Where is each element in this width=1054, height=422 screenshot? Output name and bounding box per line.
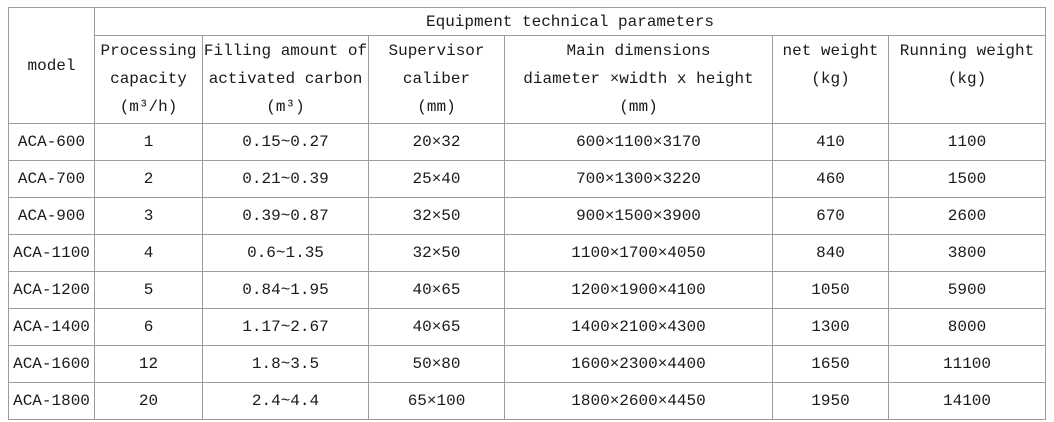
cell-filling: 0.15~0.27 [202, 123, 369, 161]
cell-filling: 1.8~3.5 [202, 345, 369, 383]
cell-dimensions: 1800×2600×4450 [504, 382, 773, 420]
cell-caliber: 65×100 [368, 382, 505, 420]
cell-dimensions: 1600×2300×4400 [504, 345, 773, 383]
cell-capacity: 6 [94, 308, 203, 346]
cell-filling: 2.4~4.4 [202, 382, 369, 420]
table-row: ACA-1600 12 1.8~3.5 50×80 1600×2300×4400… [8, 345, 1047, 383]
cell-caliber: 40×65 [368, 308, 505, 346]
header-cell-model: model [8, 7, 95, 124]
cell-caliber: 40×65 [368, 271, 505, 309]
cell-net-weight: 410 [772, 123, 889, 161]
cell-capacity: 3 [94, 197, 203, 235]
cell-dimensions: 600×1100×3170 [504, 123, 773, 161]
header-cell-supervisor-caliber: Supervisor caliber (mm) [368, 35, 505, 124]
cell-running-weight: 11100 [887, 345, 1047, 383]
table-row: ACA-700 2 0.21~0.39 25×40 700×1300×3220 … [8, 160, 1047, 198]
cell-filling: 0.39~0.87 [202, 197, 369, 235]
table-row: ACA-600 1 0.15~0.27 20×32 600×1100×3170 … [8, 123, 1047, 161]
cell-net-weight: 670 [772, 197, 889, 235]
cell-model: ACA-1100 [8, 234, 95, 272]
header-cell-processing-capacity: Processing capacity (m³/h) [94, 35, 203, 124]
table-row: ACA-1800 20 2.4~4.4 65×100 1800×2600×445… [8, 382, 1047, 420]
cell-model: ACA-1800 [8, 382, 95, 420]
cell-model: ACA-900 [8, 197, 95, 235]
cell-running-weight: 3800 [887, 234, 1047, 272]
cell-running-weight: 1100 [887, 123, 1047, 161]
cell-capacity: 1 [94, 123, 203, 161]
cell-caliber: 20×32 [368, 123, 505, 161]
cell-net-weight: 1950 [772, 382, 889, 420]
cell-dimensions: 1100×1700×4050 [504, 234, 773, 272]
cell-caliber: 32×50 [368, 234, 505, 272]
cell-net-weight: 1650 [772, 345, 889, 383]
table-row: ACA-1100 4 0.6~1.35 32×50 1100×1700×4050… [8, 234, 1047, 272]
header-cell-filling-amount: Filling amount of activated carbon (m³) [202, 35, 369, 124]
cell-dimensions: 700×1300×3220 [504, 160, 773, 198]
header-cell-net-weight: net weight (kg) [772, 35, 889, 124]
cell-model: ACA-700 [8, 160, 95, 198]
cell-net-weight: 840 [772, 234, 889, 272]
header-cell-running-weight: Running weight (kg) [887, 35, 1047, 124]
header-cell-main-dimensions: Main dimensions diameter ×width x height… [504, 35, 773, 124]
cell-net-weight: 1050 [772, 271, 889, 309]
cell-caliber: 32×50 [368, 197, 505, 235]
table-row: ACA-900 3 0.39~0.87 32×50 900×1500×3900 … [8, 197, 1047, 235]
cell-filling: 0.21~0.39 [202, 160, 369, 198]
cell-running-weight: 2600 [887, 197, 1047, 235]
cell-capacity: 2 [94, 160, 203, 198]
cell-filling: 0.84~1.95 [202, 271, 369, 309]
cell-running-weight: 14100 [887, 382, 1047, 420]
header-row-title: model Equipment technical parameters [8, 7, 1047, 124]
header-row-columns: Processing capacity (m³/h) Filling amoun… [9, 35, 1047, 124]
table-row: ACA-1200 5 0.84~1.95 40×65 1200×1900×410… [8, 271, 1047, 309]
cell-capacity: 20 [94, 382, 203, 420]
cell-model: ACA-1200 [8, 271, 95, 309]
cell-dimensions: 1400×2100×4300 [504, 308, 773, 346]
cell-dimensions: 1200×1900×4100 [504, 271, 773, 309]
cell-dimensions: 900×1500×3900 [504, 197, 773, 235]
cell-capacity: 12 [94, 345, 203, 383]
equipment-parameters-table: model Equipment technical parameters Pro… [8, 7, 1047, 420]
cell-model: ACA-1400 [8, 308, 95, 346]
cell-capacity: 5 [94, 271, 203, 309]
cell-net-weight: 1300 [772, 308, 889, 346]
cell-running-weight: 5900 [887, 271, 1047, 309]
cell-filling: 1.17~2.67 [202, 308, 369, 346]
cell-model: ACA-600 [8, 123, 95, 161]
table-row: ACA-1400 6 1.17~2.67 40×65 1400×2100×430… [8, 308, 1047, 346]
cell-running-weight: 1500 [887, 160, 1047, 198]
cell-model: ACA-1600 [8, 345, 95, 383]
cell-running-weight: 8000 [887, 308, 1047, 346]
cell-caliber: 25×40 [368, 160, 505, 198]
cell-caliber: 50×80 [368, 345, 505, 383]
table-title: Equipment technical parameters [93, 7, 1047, 36]
cell-net-weight: 460 [772, 160, 889, 198]
cell-filling: 0.6~1.35 [202, 234, 369, 272]
cell-capacity: 4 [94, 234, 203, 272]
